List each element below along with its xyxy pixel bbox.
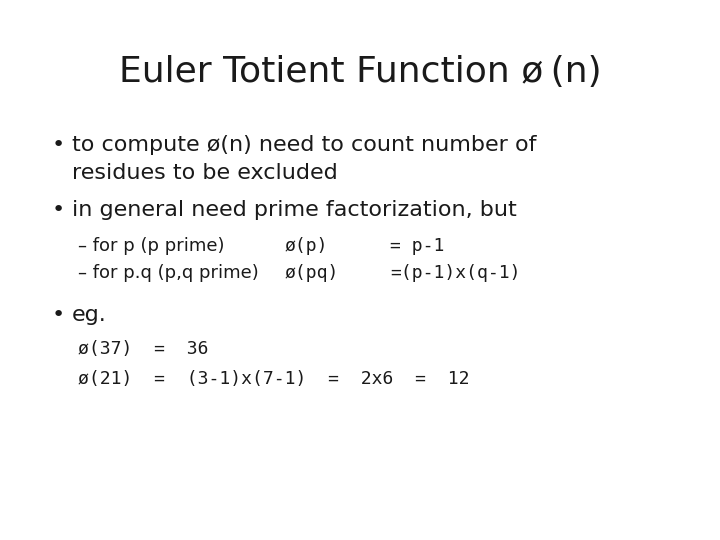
Text: – for p (p prime): – for p (p prime): [78, 237, 225, 255]
Text: •: •: [52, 135, 66, 155]
Text: eg.: eg.: [72, 305, 107, 325]
Text: = p-1: = p-1: [390, 237, 444, 255]
Text: residues to be excluded: residues to be excluded: [72, 163, 338, 183]
Text: in general need prime factorization, but: in general need prime factorization, but: [72, 200, 517, 220]
Text: •: •: [52, 305, 66, 325]
Text: ø(pq): ø(pq): [285, 264, 339, 282]
Text: ø(21)  =  (3-1)x(7-1)  =  2x6  =  12: ø(21) = (3-1)x(7-1) = 2x6 = 12: [78, 370, 469, 388]
Text: •: •: [52, 200, 66, 220]
Text: Euler Totient Function ø (n): Euler Totient Function ø (n): [119, 55, 601, 89]
Text: =(p-1)x(q-1): =(p-1)x(q-1): [390, 264, 521, 282]
Text: ø(p): ø(p): [285, 237, 328, 255]
Text: to compute ø(n) need to count number of: to compute ø(n) need to count number of: [72, 135, 536, 155]
Text: ø(37)  =  36: ø(37) = 36: [78, 340, 209, 358]
Text: – for p.q (p,q prime): – for p.q (p,q prime): [78, 264, 258, 282]
